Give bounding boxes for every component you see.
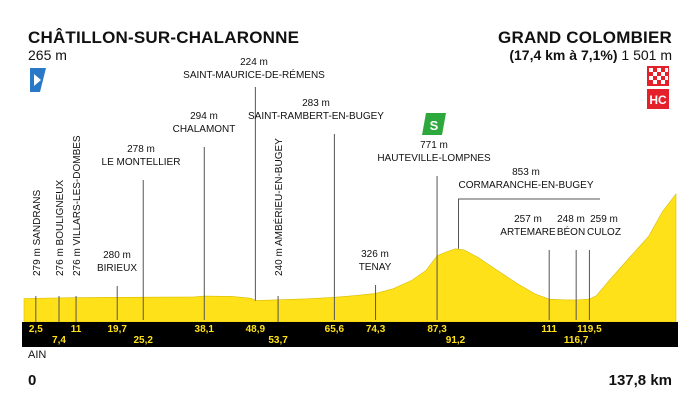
waypoint-label-vertical: 240 m AMBÉRIEU-EN-BUGEY bbox=[272, 138, 285, 276]
start-altitude: 265 m bbox=[28, 47, 67, 63]
checkered-finish-flag-icon bbox=[647, 66, 669, 86]
km-tick-label: 87,3 bbox=[427, 324, 447, 335]
waypoint-name: CHALAMONT bbox=[173, 124, 236, 135]
km-tick-label: 7,4 bbox=[52, 335, 66, 346]
waypoint-label-vertical: 276 m VILLARS-LES-DOMBES bbox=[72, 135, 83, 276]
sprint-icon: S bbox=[422, 113, 446, 135]
elevation-profile-area bbox=[23, 193, 677, 323]
waypoint-altitude: 278 m bbox=[127, 144, 155, 155]
km-tick-label: 25,2 bbox=[133, 335, 153, 346]
km-tick-label: 2,5 bbox=[29, 324, 43, 335]
waypoint-altitude: 224 m bbox=[240, 57, 268, 68]
waypoint-altitude: 259 m bbox=[590, 214, 618, 225]
km-tick-label: 111 bbox=[541, 324, 557, 335]
waypoint-altitude: 280 m bbox=[103, 250, 131, 261]
department-label: AIN bbox=[28, 349, 47, 361]
finish-altitude: 1 501 m bbox=[621, 47, 672, 63]
waypoint-name: BÉON bbox=[557, 225, 585, 238]
waypoint-altitude: 326 m bbox=[361, 249, 389, 260]
waypoint-altitude: 283 m bbox=[302, 98, 330, 109]
waypoint-label-vertical: 279 m SANDRANS bbox=[32, 190, 43, 276]
finish-climb: (17,4 km à 7,1%) bbox=[509, 47, 618, 63]
hc-label: HC bbox=[649, 93, 667, 107]
waypoint-altitude: 257 m bbox=[514, 214, 542, 225]
km-tick-label: 91,2 bbox=[446, 335, 466, 346]
km-tick-label: 38,1 bbox=[195, 324, 215, 335]
start-town-title: CHÂTILLON-SUR-CHALARONNE bbox=[28, 28, 300, 47]
waypoint-name: SAINT-MAURICE-DE-RÉMENS bbox=[183, 68, 325, 81]
km-tick-label: 65,6 bbox=[325, 324, 345, 335]
km-bar bbox=[22, 322, 678, 347]
waypoint-name: CULOZ bbox=[587, 227, 621, 238]
waypoint-name: BIRIEUX bbox=[97, 263, 137, 274]
km-tick-label: 116,7 bbox=[564, 335, 589, 346]
hors-categorie-climb-icon: HC bbox=[647, 89, 669, 109]
km-end-label: 137,8 km bbox=[608, 372, 672, 389]
km-tick-label: 119,5 bbox=[577, 324, 602, 335]
waypoint-name: ARTEMARE bbox=[500, 227, 556, 238]
waypoint-name: HAUTEVILLE-LOMPNES bbox=[377, 153, 491, 164]
waypoint-name: SAINT-RAMBERT-EN-BUGEY bbox=[248, 111, 384, 122]
km-start-label: 0 bbox=[28, 372, 37, 389]
finish-town-title: GRAND COLOMBIER bbox=[498, 28, 672, 47]
km-tick-label: 11 bbox=[71, 324, 82, 335]
sprint-label: S bbox=[430, 118, 439, 133]
marker-line bbox=[458, 198, 600, 249]
km-tick-label: 19,7 bbox=[107, 324, 127, 335]
start-flag-icon bbox=[30, 68, 46, 92]
waypoint-label-vertical: 276 m BOULIGNEUX bbox=[55, 180, 66, 276]
waypoint-altitude: 853 m bbox=[512, 167, 540, 178]
km-tick-label: 48,9 bbox=[246, 324, 266, 335]
finish-details: (17,4 km à 7,1%) 1 501 m bbox=[509, 47, 672, 63]
km-tick-label: 53,7 bbox=[268, 335, 288, 346]
waypoint-altitude: 294 m bbox=[190, 111, 218, 122]
waypoint-altitude: 248 m bbox=[557, 214, 585, 225]
waypoint-name: TENAY bbox=[359, 262, 392, 273]
waypoint-name: CORMARANCHE-EN-BUGEY bbox=[458, 180, 593, 191]
waypoint-altitude: 771 m bbox=[420, 140, 448, 151]
km-tick-label: 74,3 bbox=[366, 324, 386, 335]
waypoint-name: LE MONTELLIER bbox=[102, 157, 181, 168]
